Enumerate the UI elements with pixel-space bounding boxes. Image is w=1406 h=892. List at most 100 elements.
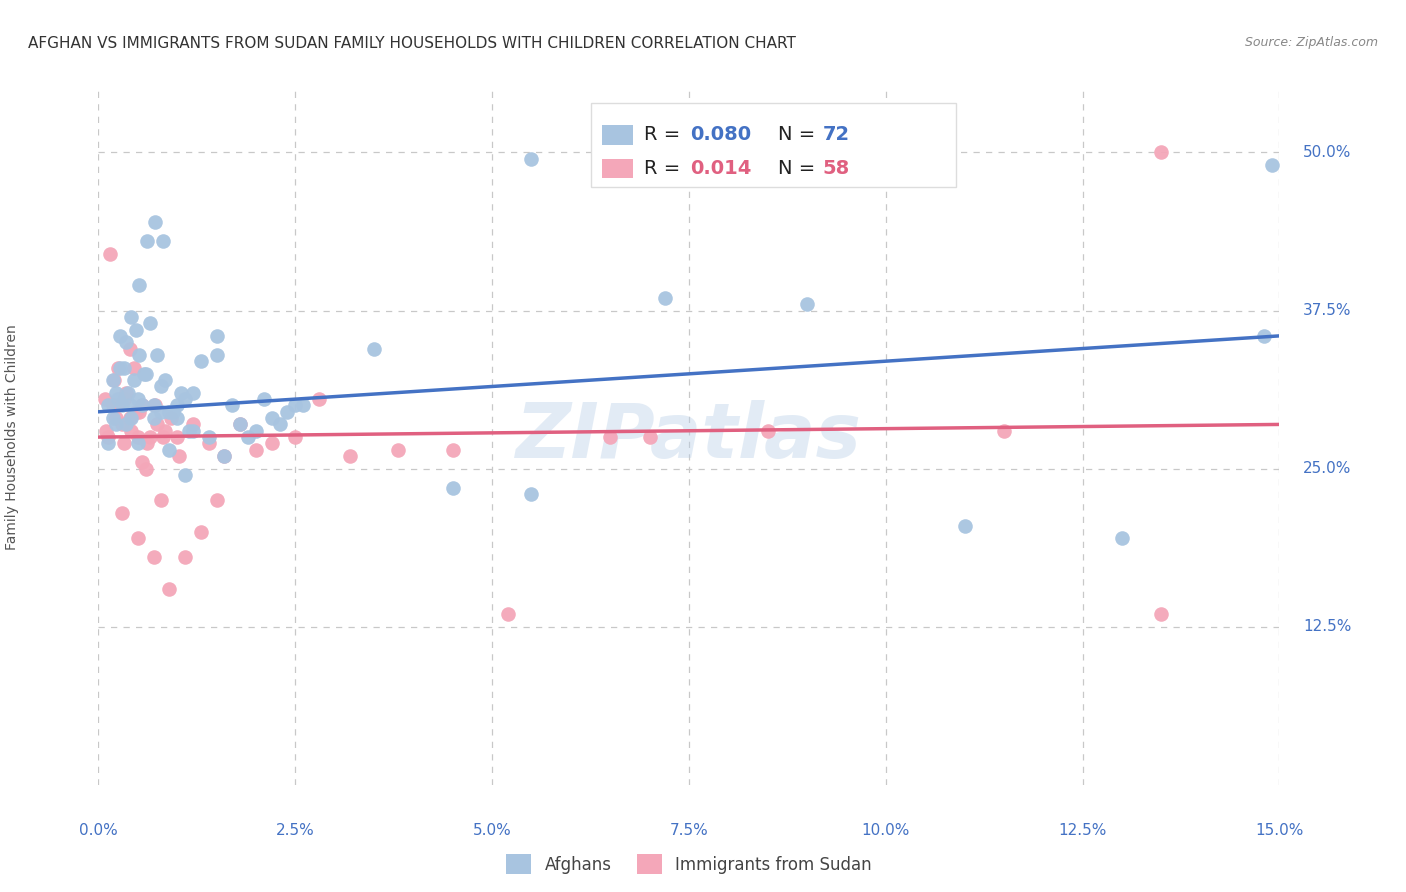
Point <box>170 385 193 400</box>
Point <box>127 392 149 406</box>
Point <box>125 405 148 419</box>
Point <box>236 430 259 444</box>
Point <box>245 442 267 457</box>
Point <box>260 436 283 450</box>
Point <box>104 385 127 400</box>
Point <box>117 385 139 400</box>
Point <box>174 468 197 483</box>
Point <box>111 417 134 432</box>
Point <box>135 461 157 475</box>
Point <box>197 436 219 450</box>
Point <box>160 411 183 425</box>
Point <box>136 234 159 248</box>
Point <box>146 348 169 362</box>
Point <box>115 417 138 432</box>
Point <box>269 417 291 432</box>
Text: N =: N = <box>778 159 821 178</box>
Legend: Afghans, Immigrants from Sudan: Afghans, Immigrants from Sudan <box>499 847 879 881</box>
Point <box>284 430 307 444</box>
Point <box>599 430 621 444</box>
Point <box>155 373 177 387</box>
Point <box>112 360 135 375</box>
Point <box>107 392 129 406</box>
Point <box>127 430 149 444</box>
Point <box>104 411 127 425</box>
Point <box>98 246 121 260</box>
Point <box>638 430 661 444</box>
Point <box>221 399 243 413</box>
Text: ZIPatlas: ZIPatlas <box>516 401 862 474</box>
Point <box>125 322 148 336</box>
Text: R =: R = <box>644 125 686 145</box>
Point <box>1111 531 1133 545</box>
Point <box>131 455 153 469</box>
Point <box>96 424 118 438</box>
Point <box>993 424 1015 438</box>
Point <box>496 607 519 622</box>
Point <box>104 417 127 432</box>
Point <box>146 417 169 432</box>
Text: 72: 72 <box>823 125 849 145</box>
Point <box>131 399 153 413</box>
Text: 50.0%: 50.0% <box>1303 145 1351 160</box>
Point <box>112 436 135 450</box>
Point <box>103 373 125 387</box>
Point <box>205 493 228 508</box>
Point <box>162 405 184 419</box>
Point <box>157 405 180 419</box>
Text: 2.5%: 2.5% <box>276 823 315 838</box>
Point <box>276 405 298 419</box>
Point <box>229 417 252 432</box>
Point <box>128 405 150 419</box>
Point <box>118 399 141 413</box>
Text: 0.0%: 0.0% <box>79 823 118 838</box>
Text: 12.5%: 12.5% <box>1059 823 1107 838</box>
Point <box>128 278 150 293</box>
Point <box>292 399 315 413</box>
Point <box>101 399 124 413</box>
Point <box>121 411 143 425</box>
Text: 25.0%: 25.0% <box>1303 461 1351 476</box>
Point <box>122 373 145 387</box>
Text: 37.5%: 37.5% <box>1303 303 1351 318</box>
Point <box>111 399 134 413</box>
Text: 7.5%: 7.5% <box>669 823 709 838</box>
Point <box>177 424 200 438</box>
Point <box>181 424 204 438</box>
Text: 15.0%: 15.0% <box>1256 823 1303 838</box>
Point <box>122 360 145 375</box>
Text: 0.080: 0.080 <box>690 125 751 145</box>
Point <box>214 449 236 463</box>
Point <box>115 335 138 350</box>
Point <box>387 442 409 457</box>
Text: R =: R = <box>644 159 693 178</box>
Point <box>97 430 120 444</box>
Text: 58: 58 <box>823 159 849 178</box>
Point <box>441 442 464 457</box>
Point <box>93 392 115 406</box>
Point <box>107 399 129 413</box>
Point <box>97 399 120 413</box>
Point <box>128 348 150 362</box>
Point <box>111 506 134 520</box>
Point <box>138 430 160 444</box>
Point <box>118 411 141 425</box>
Point <box>121 424 143 438</box>
Point <box>157 582 180 596</box>
Point <box>245 424 267 438</box>
Point <box>205 348 228 362</box>
Point <box>167 449 190 463</box>
Point <box>142 411 165 425</box>
Point <box>1150 607 1173 622</box>
Point <box>150 405 173 419</box>
Point <box>118 342 141 356</box>
Point <box>339 449 361 463</box>
Point <box>654 291 676 305</box>
Text: Source: ZipAtlas.com: Source: ZipAtlas.com <box>1244 36 1378 49</box>
Point <box>520 487 543 501</box>
Point <box>520 152 543 166</box>
Point <box>197 430 219 444</box>
Text: 0.014: 0.014 <box>690 159 752 178</box>
Point <box>756 424 779 438</box>
Point <box>214 449 236 463</box>
